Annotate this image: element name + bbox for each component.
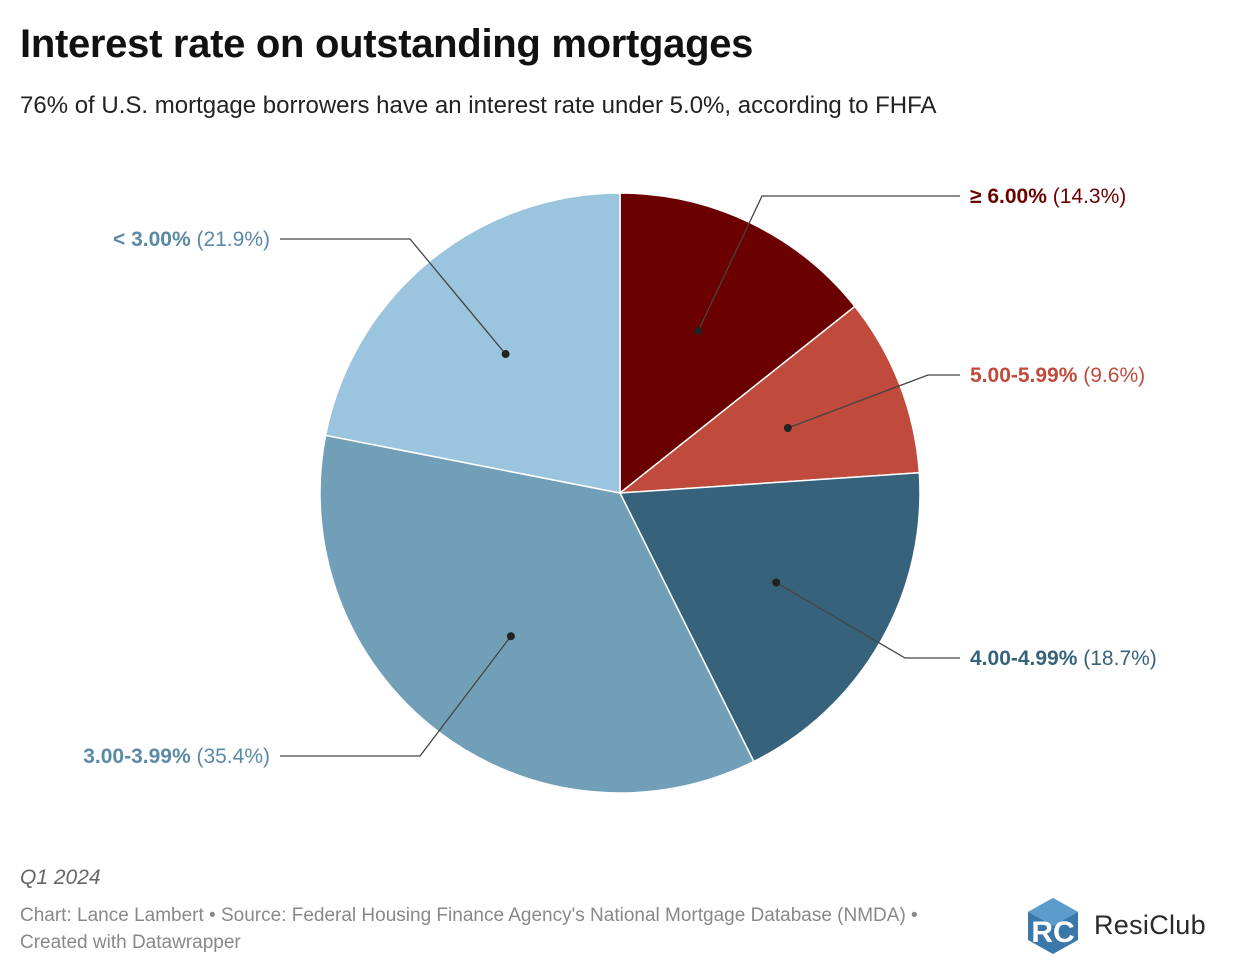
slice-label: 4.00-4.99% (18.7%) bbox=[970, 647, 1157, 670]
chart-source: Chart: Lance Lambert • Source: Federal H… bbox=[20, 905, 918, 953]
callout-line bbox=[697, 195, 960, 332]
slice-percent: (35.4%) bbox=[191, 745, 270, 768]
callout-line bbox=[787, 374, 960, 429]
pie-chart: ≥ 6.00% (14.3%) 5.00-5.99% (9.6%) 4.00-4.9… bbox=[83, 185, 1157, 794]
callout-line bbox=[775, 581, 960, 659]
slice-percent: (9.6%) bbox=[1077, 364, 1145, 387]
callout-line bbox=[280, 635, 512, 757]
slice-label: < 3.00% (21.9%) bbox=[113, 228, 270, 251]
resiclub-logo-icon: RC bbox=[1028, 898, 1078, 954]
callout-dot bbox=[694, 326, 703, 335]
callout-line bbox=[280, 238, 507, 355]
pie-slice bbox=[617, 305, 921, 494]
callout-dot bbox=[783, 423, 792, 432]
logo-letters: RC bbox=[1031, 916, 1074, 949]
slice-percent: (21.9%) bbox=[191, 228, 270, 251]
slice-category: < 3.00% bbox=[113, 228, 191, 251]
callout-dot bbox=[772, 578, 781, 587]
callout-dot bbox=[501, 350, 510, 359]
slice-percent: (14.3%) bbox=[1047, 185, 1126, 208]
chart-title: Interest rate on outstanding mortgages bbox=[20, 22, 754, 66]
pie-slice bbox=[618, 471, 921, 763]
slice-category: 3.00-3.99% bbox=[83, 745, 191, 768]
slice-label: 3.00-3.99% (35.4%) bbox=[83, 745, 270, 768]
chart-note: Q1 2024 bbox=[20, 866, 101, 889]
pie-slice bbox=[619, 192, 856, 495]
slice-category: ≥ 6.00% bbox=[970, 185, 1047, 208]
slice-label: 5.00-5.99% (9.6%) bbox=[970, 364, 1145, 387]
slice-category: 4.00-4.99% bbox=[970, 647, 1078, 670]
slice-percent: (18.7%) bbox=[1077, 647, 1156, 670]
slice-category: 5.00-5.99% bbox=[970, 364, 1078, 387]
brand-logo: RC ResiClub bbox=[1024, 896, 1206, 954]
pie-slices bbox=[319, 192, 921, 794]
slice-label: ≥ 6.00% (14.3%) bbox=[970, 185, 1126, 208]
callout-dot bbox=[506, 632, 515, 641]
brand-name: ResiClub bbox=[1094, 909, 1206, 940]
chart-subtitle: 76% of U.S. mortgage borrowers have an i… bbox=[20, 92, 937, 119]
pie-callouts: ≥ 6.00% (14.3%) 5.00-5.99% (9.6%) 4.00-4.9… bbox=[83, 185, 1157, 768]
